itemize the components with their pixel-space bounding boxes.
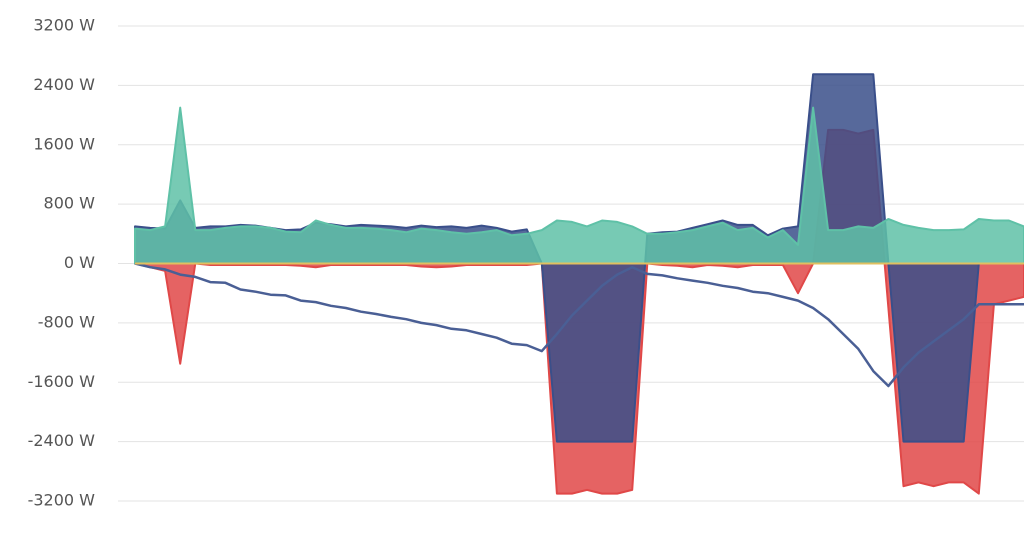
y-tick-label: -800 W	[38, 312, 95, 331]
y-tick-label: 3200 W	[33, 16, 95, 35]
y-tick-label: -1600 W	[28, 372, 96, 391]
line	[134, 262, 1024, 388]
y-tick-label: -3200 W	[28, 491, 96, 510]
y-tick-label: -2400 W	[28, 431, 96, 450]
y-tick-label: 2400 W	[33, 75, 95, 94]
y-tick-label: 0 W	[64, 253, 95, 272]
area	[134, 106, 1024, 265]
y-tick-label: 800 W	[44, 194, 96, 213]
y-tick-label: 1600 W	[33, 134, 95, 153]
